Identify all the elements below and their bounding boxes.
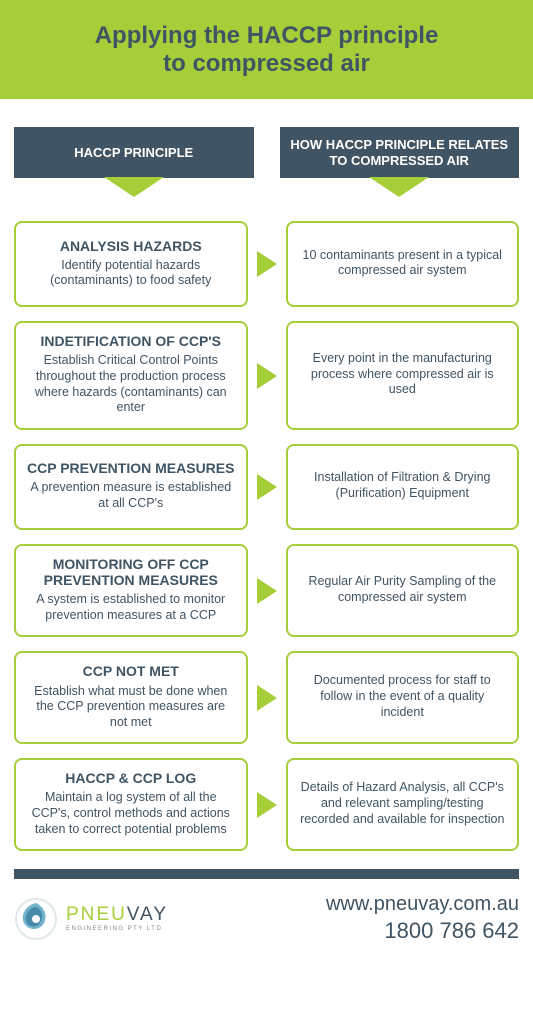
relation-desc: Regular Air Purity Sampling of the compr… bbox=[298, 574, 508, 605]
principle-desc: Establish Critical Control Points throug… bbox=[26, 353, 236, 416]
footer: PNEUVAY ENGINEERING PTY LTD www.pneuvay.… bbox=[0, 879, 533, 964]
relation-desc: Details of Hazard Analysis, all CCP's an… bbox=[298, 780, 508, 827]
contact-block: www.pneuvay.com.au 1800 786 642 bbox=[326, 893, 519, 944]
logo-name-light: PNEU bbox=[66, 904, 127, 925]
relation-desc: Documented process for staff to follow i… bbox=[298, 673, 508, 720]
relation-card: Every point in the manufacturing process… bbox=[286, 321, 520, 430]
relation-card: Regular Air Purity Sampling of the compr… bbox=[286, 544, 520, 637]
logo: PNEUVAY ENGINEERING PTY LTD bbox=[14, 897, 168, 941]
principle-row: HACCP & CCP LOG Maintain a log system of … bbox=[14, 758, 519, 851]
column-header-left: HACCP PRINCIPLE bbox=[14, 127, 254, 178]
column-header-right: HOW HACCP PRINCIPLE RELATES TO COMPRESSE… bbox=[280, 127, 520, 178]
chevron-right-icon bbox=[256, 758, 278, 851]
chevron-down-icon bbox=[280, 177, 520, 199]
principle-title: HACCP & CCP LOG bbox=[26, 770, 236, 786]
principle-card: CCP NOT MET Establish what must be done w… bbox=[14, 651, 248, 744]
relation-card: Details of Hazard Analysis, all CCP's an… bbox=[286, 758, 520, 851]
principle-desc: Maintain a log system of all the CCP's, … bbox=[26, 790, 236, 837]
principle-desc: A prevention measure is established at a… bbox=[26, 480, 236, 511]
chevron-right-icon bbox=[256, 544, 278, 637]
principle-title: ANALYSIS HAZARDS bbox=[26, 238, 236, 254]
principle-title: MONITORING OFF CCP PREVENTION MEASURES bbox=[26, 556, 236, 588]
logo-name-dark: VAY bbox=[127, 904, 168, 925]
relation-desc: Installation of Filtration & Drying (Pur… bbox=[298, 470, 508, 501]
relation-card: Documented process for staff to follow i… bbox=[286, 651, 520, 744]
principle-desc: Establish what must be done when the CCP… bbox=[26, 684, 236, 731]
header-banner: Applying the HACCP principle to compress… bbox=[0, 0, 533, 99]
principle-card: MONITORING OFF CCP PREVENTION MEASURES A … bbox=[14, 544, 248, 637]
chevron-right-icon bbox=[256, 321, 278, 430]
footer-divider bbox=[14, 869, 519, 879]
principle-row: ANALYSIS HAZARDS Identify potential hazar… bbox=[14, 221, 519, 307]
principle-desc: A system is established to monitor preve… bbox=[26, 592, 236, 623]
logo-name: PNEUVAY bbox=[66, 905, 168, 924]
principle-title: CCP PREVENTION MEASURES bbox=[26, 460, 236, 476]
principle-row: CCP NOT MET Establish what must be done w… bbox=[14, 651, 519, 744]
column-headers: HACCP PRINCIPLE HOW HACCP PRINCIPLE RELA… bbox=[0, 127, 533, 178]
chevron-right-icon bbox=[256, 651, 278, 744]
contact-phone: 1800 786 642 bbox=[326, 918, 519, 944]
page-title: Applying the HACCP principle to compress… bbox=[12, 22, 521, 77]
relation-card: 10 contaminants present in a typical com… bbox=[286, 221, 520, 307]
principle-card: INDETIFICATION OF CCP'S Establish Critica… bbox=[14, 321, 248, 430]
chevron-right-icon bbox=[256, 221, 278, 307]
header-arrow-row bbox=[0, 177, 533, 199]
title-line-1: Applying the HACCP principle bbox=[95, 22, 439, 49]
chevron-down-icon bbox=[14, 177, 254, 199]
relation-desc: Every point in the manufacturing process… bbox=[298, 351, 508, 398]
logo-text: PNEUVAY ENGINEERING PTY LTD bbox=[66, 905, 168, 932]
principle-desc: Identify potential hazards (contaminants… bbox=[26, 258, 236, 289]
rows-container: ANALYSIS HAZARDS Identify potential hazar… bbox=[0, 199, 533, 869]
swirl-icon bbox=[14, 897, 58, 941]
relation-desc: 10 contaminants present in a typical com… bbox=[298, 248, 508, 279]
principle-card: ANALYSIS HAZARDS Identify potential hazar… bbox=[14, 221, 248, 307]
relation-card: Installation of Filtration & Drying (Pur… bbox=[286, 444, 520, 530]
contact-url: www.pneuvay.com.au bbox=[326, 893, 519, 916]
title-line-2: to compressed air bbox=[163, 50, 370, 77]
principle-card: HACCP & CCP LOG Maintain a log system of … bbox=[14, 758, 248, 851]
principle-row: INDETIFICATION OF CCP'S Establish Critica… bbox=[14, 321, 519, 430]
principle-title: INDETIFICATION OF CCP'S bbox=[26, 333, 236, 349]
principle-card: CCP PREVENTION MEASURES A prevention meas… bbox=[14, 444, 248, 530]
principle-title: CCP NOT MET bbox=[26, 663, 236, 679]
principle-row: MONITORING OFF CCP PREVENTION MEASURES A … bbox=[14, 544, 519, 637]
principle-row: CCP PREVENTION MEASURES A prevention meas… bbox=[14, 444, 519, 530]
chevron-right-icon bbox=[256, 444, 278, 530]
logo-subtitle: ENGINEERING PTY LTD bbox=[66, 926, 168, 932]
